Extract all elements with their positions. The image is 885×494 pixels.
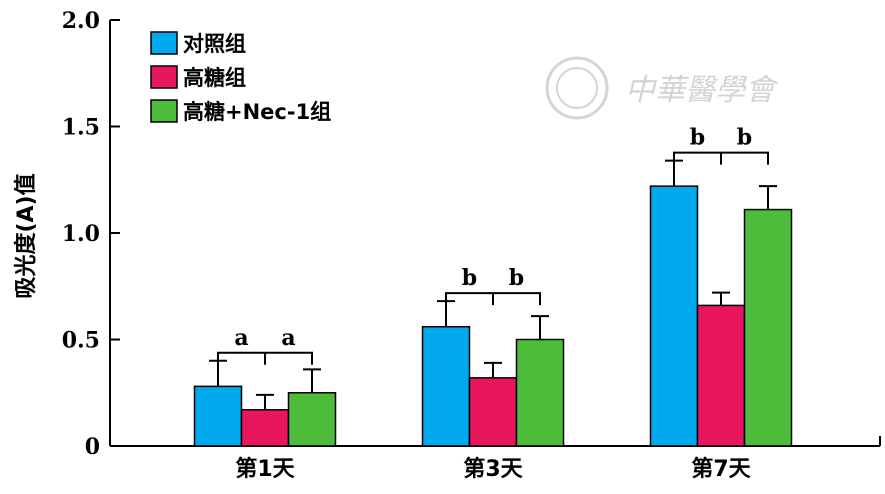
y-tick-label: 2.0 [62,8,100,34]
significance-bracket [445,292,541,306]
x-tick-label: 第1天 [235,456,295,482]
y-tick-label: 0 [85,434,100,460]
bar [649,185,699,447]
x-tick-label: 第3天 [463,456,523,482]
legend-swatch-control [150,31,178,55]
significance-label: b [690,125,705,151]
bar [696,304,746,447]
significance-bracket [673,151,769,165]
significance-label: a [234,325,248,351]
legend-label-control: 对照组 [183,32,246,56]
y-ticks: 0 0.5 1.0 1.5 2.0 [62,8,120,460]
watermark-text: 中華醫學會 [625,73,779,108]
bar [515,338,565,447]
y-axis-label: 吸光度(A)值 [13,173,39,298]
bar [743,208,793,447]
y-tick-label: 1.0 [62,221,100,247]
legend-swatch-nec1 [150,99,178,123]
x-tick-labels: 第1天 第3天 第7天 [235,456,751,482]
watermark: 中華醫學會 [545,56,779,120]
bar [287,392,337,447]
significance-label: b [462,265,477,291]
y-tick-label: 0.5 [62,328,100,354]
y-tick-label: 1.5 [62,115,100,141]
significance-label: a [281,325,295,351]
watermark-seal-icon [545,56,609,120]
significance-label: b [737,125,752,151]
significance-bracket [217,351,313,365]
bar [468,377,518,447]
significance-label: b [509,265,524,291]
bar [193,385,243,447]
legend-label-highglucose: 高糖组 [183,66,246,90]
x-tick-label: 第7天 [691,456,751,482]
bar [240,409,290,447]
legend-swatch-highglucose [150,65,178,89]
legend-label-nec1: 高糖+Nec-1组 [183,100,331,124]
significance-markers: a a b b b b [217,125,769,365]
legend: 对照组 高糖组 高糖+Nec-1组 [150,31,331,124]
bar [421,325,471,447]
bars [193,185,793,447]
